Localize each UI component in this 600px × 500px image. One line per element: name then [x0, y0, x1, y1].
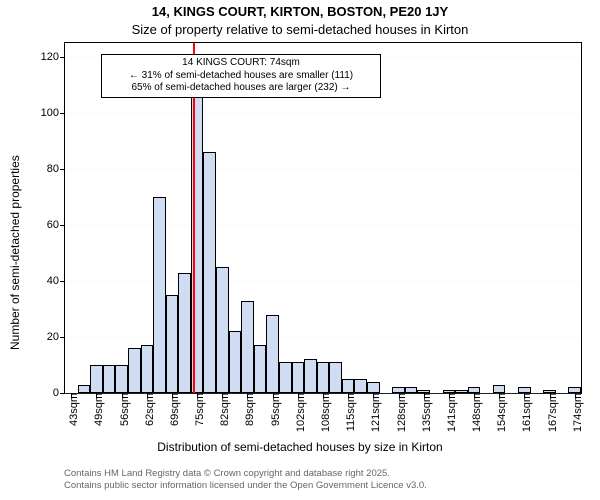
gridline	[65, 337, 581, 338]
histogram-bar	[342, 379, 355, 393]
histogram-bar	[254, 345, 267, 393]
x-tick-label: 69sqm	[163, 393, 181, 426]
histogram-chart: 14, KINGS COURT, KIRTON, BOSTON, PE20 1J…	[0, 0, 600, 500]
y-tick-label: 40	[47, 275, 65, 287]
histogram-bar	[166, 295, 179, 393]
histogram-bar	[367, 382, 380, 393]
y-axis-label: Number of semi-detached properties	[8, 155, 22, 350]
y-tick-label: 120	[41, 51, 65, 63]
gridline	[65, 169, 581, 170]
chart-title-sub: Size of property relative to semi-detach…	[0, 22, 600, 37]
histogram-bar	[354, 379, 367, 393]
annotation-box: 14 KINGS COURT: 74sqm← 31% of semi-detac…	[101, 54, 381, 98]
histogram-bar	[153, 197, 166, 393]
annotation-line-3: 65% of semi-detached houses are larger (…	[106, 82, 376, 95]
plot-area: 02040608010012043sqm49sqm56sqm62sqm69sqm…	[64, 42, 582, 394]
histogram-bar	[203, 152, 216, 393]
attribution-text: Contains HM Land Registry data © Crown c…	[64, 468, 427, 492]
x-tick-label: 49sqm	[87, 393, 105, 426]
histogram-bar	[229, 331, 242, 393]
histogram-bar	[279, 362, 292, 393]
histogram-bar	[241, 301, 254, 393]
y-tick-label: 80	[47, 163, 65, 175]
histogram-bar	[103, 365, 116, 393]
x-tick-label: 56sqm	[113, 393, 131, 426]
histogram-bar	[317, 362, 330, 393]
x-tick-label: 161sqm	[515, 393, 533, 432]
annotation-line-1: 14 KINGS COURT: 74sqm	[106, 57, 376, 70]
histogram-bar	[90, 365, 103, 393]
x-tick-label: 62sqm	[138, 393, 156, 426]
x-tick-label: 135sqm	[415, 393, 433, 432]
y-tick-label: 20	[47, 331, 65, 343]
x-tick-label: 121sqm	[364, 393, 382, 432]
x-tick-label: 89sqm	[238, 393, 256, 426]
x-tick-label: 115sqm	[339, 393, 357, 431]
x-tick-label: 128sqm	[390, 393, 408, 432]
histogram-bar	[141, 345, 154, 393]
y-tick-label: 100	[41, 107, 65, 119]
x-tick-label: 154sqm	[490, 393, 508, 432]
histogram-bar	[178, 273, 191, 393]
x-tick-label: 43sqm	[62, 393, 80, 426]
x-tick-label: 148sqm	[465, 393, 483, 432]
attribution-line-1: Contains HM Land Registry data © Crown c…	[64, 468, 427, 480]
x-tick-label: 141sqm	[440, 393, 458, 432]
histogram-bar	[128, 348, 141, 393]
x-tick-label: 82sqm	[213, 393, 231, 426]
y-tick-label: 60	[47, 219, 65, 231]
gridline	[65, 225, 581, 226]
x-tick-label: 75sqm	[188, 393, 206, 426]
attribution-line-2: Contains public sector information licen…	[64, 480, 427, 492]
histogram-bar	[493, 385, 506, 393]
gridline	[65, 113, 581, 114]
histogram-bar	[292, 362, 305, 393]
x-tick-label: 95sqm	[264, 393, 282, 426]
x-tick-label: 174sqm	[566, 393, 584, 432]
histogram-bar	[304, 359, 317, 393]
histogram-bar	[266, 315, 279, 393]
x-tick-label: 167sqm	[541, 393, 559, 432]
annotation-line-2: ← 31% of semi-detached houses are smalle…	[106, 70, 376, 83]
histogram-bar	[216, 267, 229, 393]
histogram-bar	[78, 385, 91, 393]
x-tick-label: 108sqm	[314, 393, 332, 432]
chart-title-main: 14, KINGS COURT, KIRTON, BOSTON, PE20 1J…	[0, 4, 600, 19]
histogram-bar	[329, 362, 342, 393]
x-axis-label: Distribution of semi-detached houses by …	[0, 440, 600, 454]
histogram-bar	[115, 365, 128, 393]
x-tick-label: 102sqm	[289, 393, 307, 432]
gridline	[65, 281, 581, 282]
